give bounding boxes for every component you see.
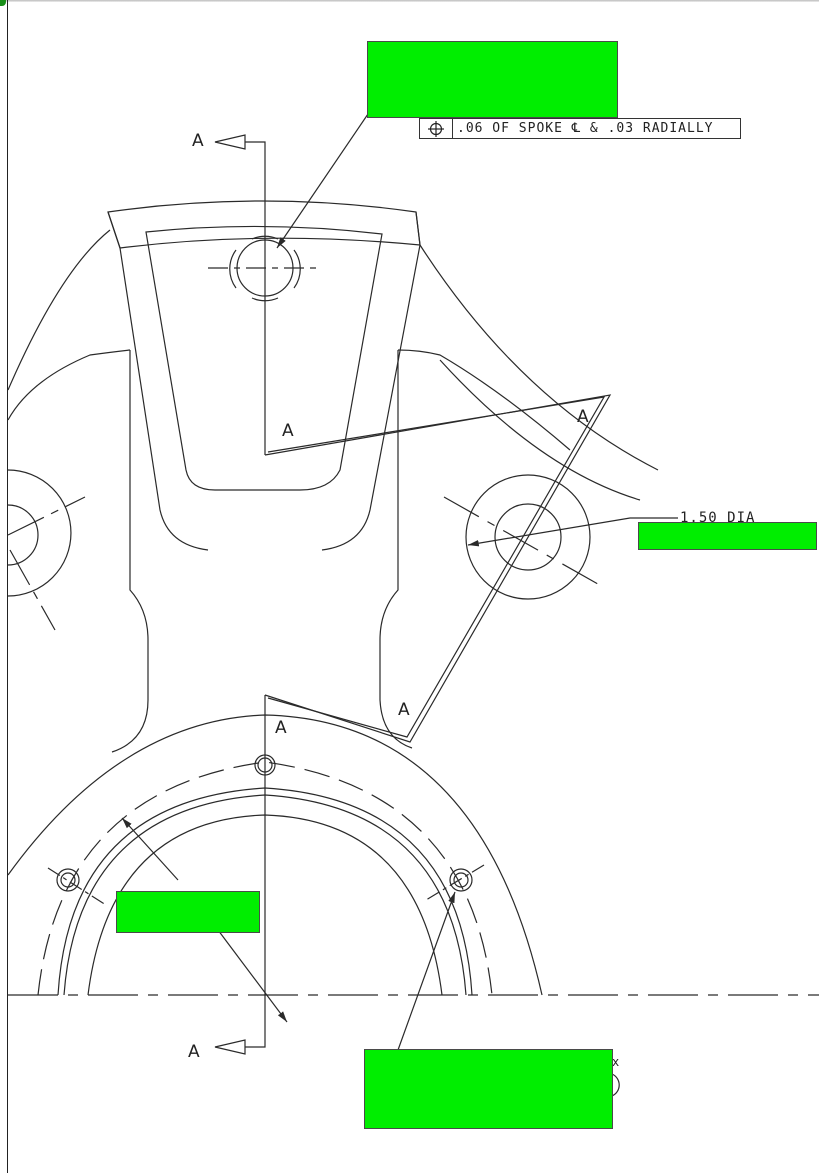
spoke-left-edge — [119, 247, 209, 551]
bolt-hole-top-inner — [257, 757, 273, 773]
mark-x: x — [612, 1055, 621, 1069]
section-label-hub: A — [275, 718, 287, 738]
spoke-wall-left — [111, 350, 149, 753]
section-arrow-bottom — [214, 1039, 246, 1055]
spoke-top-band — [107, 200, 421, 249]
outer-arc-left — [7, 229, 111, 391]
top-hole-arc-l — [229, 249, 237, 289]
left-boss-outer — [7, 469, 72, 597]
spoke-wall-left-2 — [7, 349, 131, 421]
section-label-triangle-bottom: A — [398, 700, 410, 720]
spoke-inner-block — [145, 225, 383, 491]
leader-bottom — [397, 891, 456, 1051]
viewer-top-edge — [0, 0, 819, 2]
spoke-top-chamfer-right — [415, 211, 421, 246]
fcf-tolerance-text: .06 OF SPOKE ℄ & .03 RADIALLY — [457, 121, 714, 136]
section-line-inner — [267, 396, 606, 738]
outer-arc-right-2 — [439, 359, 641, 501]
section-line-triangle — [264, 394, 612, 743]
section-label-triangle-top: A — [577, 407, 589, 427]
section-line-top — [222, 141, 266, 455]
bolt-hole-right-inner — [453, 872, 469, 888]
redaction-box-bottom — [364, 1049, 613, 1129]
viewer-corner-icon — [0, 0, 6, 6]
partial-circle-br — [611, 1073, 620, 1097]
section-label-bottom: A — [188, 1042, 200, 1062]
redaction-box-top — [367, 41, 618, 118]
spoke-right-edge — [321, 244, 421, 551]
hub-bore-outer — [57, 787, 473, 996]
right-boss-inner — [494, 503, 562, 571]
bolt-cl-right — [425, 864, 485, 901]
hub-outer-arc — [7, 714, 543, 996]
bolt-hole-right — [449, 868, 473, 892]
feature-control-frame: .06 OF SPOKE ℄ & .03 RADIALLY — [419, 118, 741, 139]
left-center-line-2 — [9, 549, 56, 631]
section-label-spoke: A — [282, 421, 294, 441]
section-arrow-top — [214, 134, 246, 150]
section-label-top: A — [192, 131, 204, 151]
hub-bore-inner — [87, 814, 443, 996]
dia-leader — [467, 517, 678, 547]
dim-radial — [121, 817, 179, 881]
outer-arc-right — [419, 244, 659, 471]
spoke-top-chamfer-left — [107, 211, 121, 249]
hub-bore-outer-2 — [63, 794, 467, 996]
spoke-wall-right — [379, 350, 413, 749]
dim-radial-2 — [217, 929, 288, 1023]
redaction-box-left — [116, 891, 260, 933]
left-center-line — [7, 496, 86, 536]
top-hole-arc-r — [293, 249, 301, 289]
drawing-border-left — [7, 0, 8, 1173]
position-icon — [420, 119, 453, 138]
bolt-cl-left — [47, 867, 107, 906]
right-boss-outer — [465, 474, 591, 600]
bolt-hole-left — [56, 868, 80, 892]
spoke-wall-right-2 — [397, 349, 571, 451]
leader-top — [276, 113, 369, 249]
bolt-hole-left-inner — [60, 872, 76, 888]
left-boss-inner — [7, 504, 39, 566]
hub-bolt-circle — [37, 761, 493, 996]
redaction-box-right — [638, 522, 817, 550]
bolt-hole-top — [254, 754, 276, 776]
section-line-bottom — [222, 695, 266, 1048]
